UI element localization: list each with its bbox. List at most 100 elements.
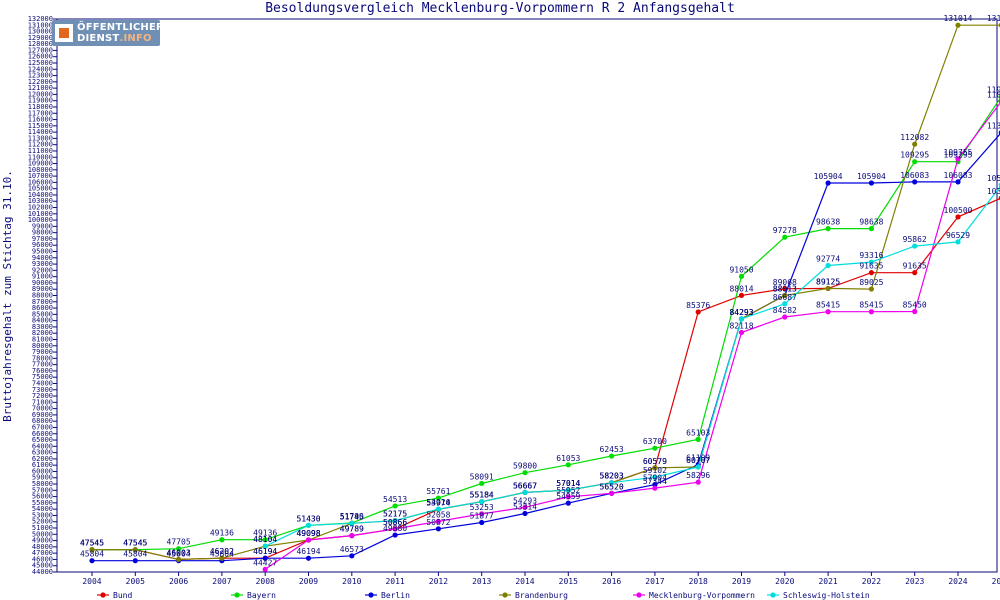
data-label: 93316	[859, 251, 883, 260]
y-tick-label: 66000	[32, 430, 53, 438]
data-label: 103515	[987, 187, 1000, 196]
data-point	[868, 309, 875, 315]
y-tick-label: 92000	[32, 266, 53, 274]
data-label: 45804	[210, 550, 234, 559]
data-label: 55761	[426, 487, 450, 496]
y-tick-label: 109000	[28, 160, 53, 168]
data-label: 53253	[470, 503, 494, 512]
y-tick-label: 116000	[28, 116, 53, 124]
data-label: 55184	[470, 491, 494, 500]
data-point	[132, 558, 138, 564]
x-tick-label: 2025	[992, 577, 1000, 586]
data-label: 97278	[773, 226, 797, 235]
data-label: 44427	[253, 558, 277, 567]
y-tick-label: 86000	[32, 304, 53, 312]
y-tick-label: 77000	[32, 361, 53, 369]
data-label: 58203	[600, 472, 624, 481]
data-label: 105904	[857, 172, 886, 181]
data-label: 86687	[773, 293, 797, 302]
data-point	[955, 22, 961, 28]
data-label: 49789	[340, 525, 364, 534]
y-tick-label: 93000	[32, 260, 53, 268]
data-label: 54010	[426, 498, 450, 507]
x-tick-label: 2018	[689, 577, 708, 586]
data-label: 84293	[729, 308, 753, 317]
data-point	[522, 470, 528, 476]
y-tick-label: 115000	[28, 122, 53, 130]
data-point	[176, 546, 182, 552]
x-tick-label: 2011	[385, 577, 404, 586]
x-tick-label: 2004	[82, 577, 101, 586]
y-axis-ticks: 4400045000460004700048000490005000051000…	[28, 15, 57, 576]
data-label: 46194	[296, 547, 320, 556]
data-point	[262, 537, 268, 543]
data-point	[695, 436, 701, 442]
data-label: 51745	[340, 512, 364, 521]
data-label: 56520	[600, 482, 624, 491]
data-point	[479, 499, 485, 505]
y-tick-label: 46000	[32, 555, 53, 563]
y-tick-label: 52000	[32, 518, 53, 526]
y-tick-label: 121000	[28, 84, 53, 92]
y-tick-label: 100000	[28, 216, 53, 224]
data-point	[738, 273, 745, 279]
y-tick-label: 75000	[32, 373, 53, 381]
data-point	[609, 480, 615, 486]
data-label: 46194	[253, 547, 277, 556]
legend-label-1: Bayern	[247, 591, 276, 600]
data-label: 54293	[513, 496, 537, 505]
data-label: 57014	[556, 479, 580, 488]
data-label: 49880	[383, 524, 407, 533]
data-point	[392, 526, 398, 532]
y-tick-label: 53000	[32, 511, 53, 519]
data-point	[825, 285, 831, 292]
data-label: 49789	[340, 525, 364, 534]
data-point	[955, 179, 961, 185]
data-point	[219, 537, 225, 543]
x-tick-label: 2017	[645, 577, 664, 586]
y-tick-label: 76000	[32, 367, 53, 375]
data-label: 53974	[426, 498, 450, 507]
data-label: 50866	[383, 518, 407, 527]
data-point	[349, 533, 355, 539]
y-tick-label: 113000	[28, 134, 53, 142]
data-point	[738, 292, 745, 299]
oeffentlicher-dienst-logo: ÖFFENTLICHER DIENST.INFO	[52, 20, 164, 46]
data-point	[262, 566, 268, 572]
y-tick-label: 107000	[28, 172, 53, 180]
data-point	[782, 314, 788, 320]
x-tick-label: 2013	[472, 577, 491, 586]
y-tick-label: 125000	[28, 59, 53, 67]
data-label: 53974	[426, 498, 450, 507]
data-label: 46202	[210, 547, 234, 556]
y-tick-label: 78000	[32, 354, 53, 362]
y-tick-label: 70000	[32, 405, 53, 413]
data-label: 55184	[470, 491, 494, 500]
data-label: 52058	[426, 510, 450, 519]
data-label: 49098	[296, 529, 320, 538]
y-tick-label: 67000	[32, 423, 53, 431]
data-point	[565, 500, 571, 506]
data-point	[738, 316, 745, 322]
y-tick-label: 71000	[32, 398, 53, 406]
data-label: 61053	[556, 454, 580, 463]
data-label: 57014	[556, 479, 580, 488]
data-point	[868, 286, 875, 292]
data-label: 106083	[900, 171, 929, 180]
x-tick-label: 2020	[775, 577, 794, 586]
x-tick-label: 2014	[515, 577, 534, 586]
data-point	[955, 214, 961, 220]
data-label: 50872	[426, 518, 450, 527]
data-label: 89068	[773, 278, 797, 287]
data-label: 58203	[600, 472, 624, 481]
y-tick-label: 82000	[32, 329, 53, 337]
data-point	[825, 180, 831, 186]
y-tick-label: 102000	[28, 204, 53, 212]
data-label: 118877	[987, 90, 1000, 99]
data-point	[565, 462, 571, 468]
data-point	[652, 485, 658, 491]
data-point	[609, 453, 615, 459]
series-line-3	[92, 24, 1000, 561]
legend-marker-4	[636, 592, 642, 598]
x-tick-label: 2023	[905, 577, 924, 586]
